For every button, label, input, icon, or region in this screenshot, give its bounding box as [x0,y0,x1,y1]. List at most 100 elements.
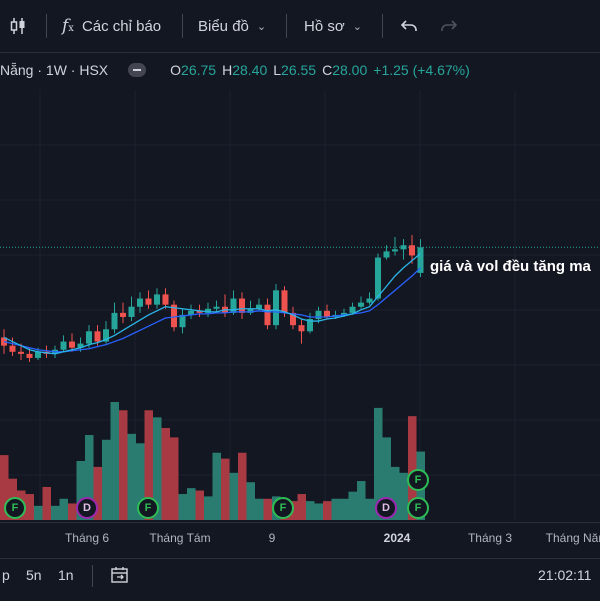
symbol-title[interactable]: Nẵng · 1W · HSX [0,62,109,78]
candle-body [375,257,381,299]
bottom-separator [92,565,93,587]
candle-body [273,290,279,326]
close-value: 28.00 [332,62,368,78]
financial-badge[interactable]: F [272,497,294,519]
financial-badge[interactable]: F [407,469,429,491]
toolbar-separator [46,14,47,38]
change-value: +1.25 (+4.67%) [373,62,470,78]
xaxis-label: Tháng 3 [467,531,513,545]
low-value: 26.55 [281,62,317,78]
range-5n-button[interactable]: 5n [26,567,42,583]
candlestick-icon [10,18,25,34]
ohlc-legend: Nẵng · 1W · HSX O 26.75 H 28.40 L 26.55 C 28… [0,58,470,82]
candle-body [290,312,296,326]
volume-bar [374,407,383,520]
candle-body [281,290,288,313]
xaxis-label: Tháng Tám [149,531,211,545]
volume-bars [0,402,425,520]
indicators-button[interactable]: fx Các chỉ báo [62,0,161,52]
candle-body [247,308,254,313]
volume-bar [221,458,230,520]
financial-badge[interactable]: F [4,497,26,519]
xaxis-label: Tháng 6 [64,531,110,545]
candle-body [154,294,160,305]
high-value: 28.40 [232,62,268,78]
volume-bar [42,486,51,520]
volume-bar [340,498,349,520]
volume-bar [76,461,85,520]
chart-menu-button[interactable]: Biểu đồ ⌄ [198,0,266,52]
candle-body [120,312,126,317]
candle-body [94,331,101,342]
candle-body [86,331,92,344]
dividend-badge[interactable]: D [375,497,397,519]
date-range-button[interactable] [110,565,130,590]
volume-bar [408,416,417,520]
xaxis-label: 9 [268,531,276,545]
candle-body [392,249,398,252]
candle-body [383,251,390,258]
clock-time[interactable]: 21:02:11 [538,567,592,583]
candle-body [137,298,143,307]
financial-badge[interactable]: F [137,497,159,519]
profile-menu-label: Hồ sơ [304,17,345,35]
calendar-goto-icon [111,567,128,583]
candle-body [188,310,194,315]
volume-bar [297,494,306,520]
dividend-badge[interactable]: D [76,497,98,519]
collapse-legend-icon[interactable] [128,63,147,77]
function-icon: fx [62,16,74,36]
volume-bar [34,505,43,520]
candle-body [111,312,118,330]
price-chart[interactable] [0,90,600,520]
time-axis[interactable]: Tháng 6 Tháng Tám 9 2024 Tháng 3 Tháng N… [0,522,600,553]
candle-body [366,298,373,303]
candle-body [264,304,271,326]
range-1n-button[interactable]: 1n [58,567,74,583]
volume-bar [144,410,153,520]
volume-bar [204,496,213,520]
redo-icon [441,20,458,31]
volume-bar [102,439,111,520]
range-button[interactable]: p [2,567,10,583]
chevron-down-icon: ⌄ [352,20,362,33]
indicators-label: Các chỉ báo [81,17,162,35]
volume-bar [170,437,179,520]
volume-bar [212,452,221,520]
volume-bar [187,488,196,520]
volume-bar [382,437,391,520]
undo-button[interactable] [400,0,418,52]
volume-bar [306,501,315,520]
candle-body [230,298,237,313]
candle-body [162,294,169,305]
redo-button[interactable] [440,0,458,52]
candle-type-button[interactable] [8,0,28,52]
volume-bar [255,498,264,520]
volume-bar [229,472,238,520]
candle-body [349,306,356,313]
volume-bar [25,494,34,520]
chart-grid [0,90,600,520]
candle-body [213,306,220,309]
volume-bar [178,494,187,520]
undo-icon [400,20,417,31]
volume-bar [153,417,162,520]
volume-bar [136,443,145,520]
candle-body [298,325,305,332]
close-key: C [322,62,333,78]
volume-bar [68,503,77,520]
candle-body [18,351,24,354]
volume-bar [195,490,204,520]
candle-body [205,308,211,313]
volume-bar [314,503,323,520]
financial-badge[interactable]: F [407,497,429,519]
candle-body [179,314,186,328]
candle-body [315,310,322,320]
profile-menu-button[interactable]: Hồ sơ ⌄ [304,0,362,52]
candle-body [196,310,203,313]
xaxis-label: Tháng Năm [545,531,600,545]
open-value: 26.75 [181,62,217,78]
candle-body [145,298,152,305]
top-toolbar: fx Các chỉ báo Biểu đồ ⌄ Hồ sơ ⌄ [0,0,600,53]
volume-bar [331,498,340,520]
